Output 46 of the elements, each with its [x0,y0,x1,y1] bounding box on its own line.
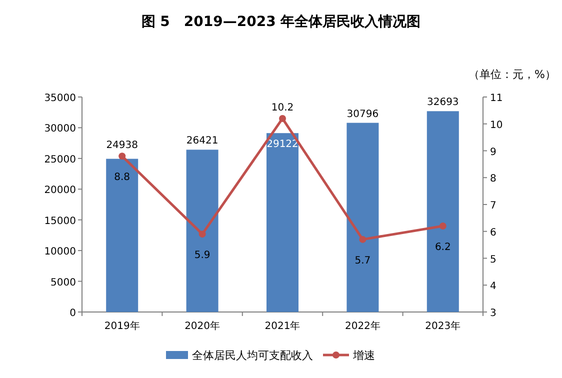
bar [346,122,379,312]
legend-label: 增速 [352,349,375,362]
chart-title: 图 5 2019—2023 年全体居民收入情况图 [141,14,421,30]
data-label: 26421 [186,136,218,147]
y2-tick-label: 5 [490,254,496,266]
point [439,222,446,230]
point [198,230,206,238]
data-label: 32693 [426,97,459,108]
y-tick-label: 35000 [44,93,76,104]
y2-tick-label: 11 [490,93,503,104]
bar [106,158,138,312]
point [118,152,126,160]
y2-tick-label: 6 [490,227,496,238]
point [279,115,286,122]
x-tick-label: 2023年 [425,320,461,332]
data-label: 8.8 [114,172,130,184]
y2-tick-label: 4 [490,281,496,292]
x-tick-label: 2020年 [184,320,220,332]
y2-tick-label: 3 [490,308,496,319]
data-label: 10.2 [271,102,294,114]
y2-tick-label: 9 [490,146,496,158]
text: （单位：元，%） [468,68,556,81]
x-tick-label: 2019年 [104,320,140,332]
point [359,236,366,243]
bar [266,133,298,312]
y-tick-label: 20000 [44,185,76,196]
y2-tick-label: 8 [490,174,496,185]
legend-label: 全体居民人均可支配收入 [192,349,313,362]
y-tick-label: 25000 [44,154,76,166]
data-label: 6.2 [434,242,451,253]
y2-tick-label: 10 [490,120,503,131]
x-tick-label: 2021年 [264,320,300,332]
data-label: 30796 [346,108,379,120]
y-tick-label: 10000 [44,246,76,258]
y2-tick-label: 7 [490,200,496,212]
bar [186,150,218,312]
x-tick-label: 2022年 [344,320,380,332]
y-tick-label: 15000 [44,216,76,227]
y-tick-label: 5000 [50,277,76,288]
y-tick-label: 0 [70,308,76,319]
data-label: 29122 [266,139,298,150]
data-label: 5.7 [354,255,371,266]
bar [426,111,459,312]
data-label: 5.9 [194,250,210,262]
data-label: 24938 [106,140,138,152]
y-tick-label: 30000 [44,124,76,135]
